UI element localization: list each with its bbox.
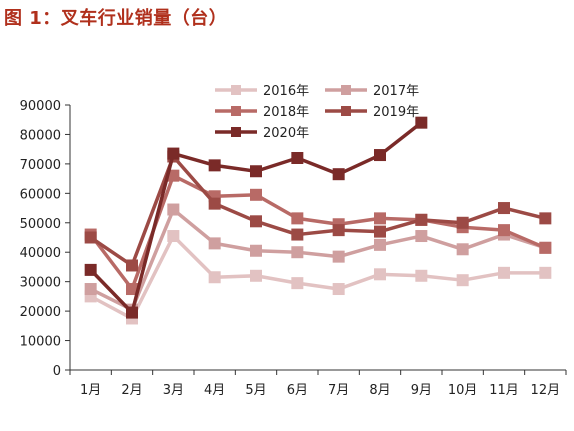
data-point xyxy=(498,224,510,237)
legend-label: 2020年 xyxy=(263,126,309,141)
legend-marker xyxy=(231,106,241,116)
data-point xyxy=(208,237,221,250)
x-tick-label: 9月 xyxy=(411,383,432,398)
data-point xyxy=(167,169,180,182)
y-tick-label: 20000 xyxy=(20,305,61,320)
legend-label: 2019年 xyxy=(373,105,419,120)
data-point xyxy=(415,213,428,226)
legend-marker xyxy=(341,106,351,116)
data-point xyxy=(167,203,180,216)
data-point xyxy=(332,250,345,263)
legend-label: 2016年 xyxy=(263,84,309,99)
series-layer xyxy=(84,116,552,325)
data-point xyxy=(374,268,386,281)
data-point xyxy=(126,259,138,272)
data-point xyxy=(415,269,428,282)
data-point xyxy=(250,269,262,282)
data-point xyxy=(415,116,428,129)
x-tick-label: 3月 xyxy=(163,383,184,398)
series-line xyxy=(89,173,547,291)
data-point xyxy=(498,266,510,279)
data-point xyxy=(456,243,469,256)
data-point xyxy=(84,263,97,276)
legend-item: 2018年 xyxy=(215,105,309,120)
legend-item: 2016年 xyxy=(215,84,309,99)
data-point xyxy=(539,241,552,254)
y-tick-label: 90000 xyxy=(20,99,61,114)
data-point xyxy=(498,202,510,215)
x-tick-label: 6月 xyxy=(287,383,308,398)
y-tick-label: 70000 xyxy=(20,158,61,173)
data-point xyxy=(374,238,386,251)
data-point xyxy=(250,188,262,201)
legend-label: 2018年 xyxy=(263,105,309,120)
legend: 2016年 2017年 2018年 2019年 2020年 xyxy=(215,84,419,141)
data-point xyxy=(291,246,304,259)
data-point xyxy=(291,152,304,164)
data-point xyxy=(167,147,180,160)
data-point xyxy=(539,212,552,225)
data-point xyxy=(374,212,386,225)
data-point xyxy=(208,271,221,284)
data-point xyxy=(250,244,262,257)
x-tick-label: 5月 xyxy=(245,383,266,398)
legend-marker xyxy=(231,85,241,95)
data-point xyxy=(250,215,262,228)
data-point xyxy=(374,225,386,238)
legend-item: 2019年 xyxy=(325,105,419,120)
data-point xyxy=(126,306,138,319)
x-tick-label: 1月 xyxy=(80,383,101,398)
x-tick-label: 4月 xyxy=(204,383,225,398)
data-point xyxy=(332,224,345,237)
data-point xyxy=(291,228,304,241)
legend-label: 2017年 xyxy=(373,84,419,99)
legend-marker xyxy=(341,85,351,95)
legend-item: 2017年 xyxy=(325,84,419,99)
y-tick-label: 60000 xyxy=(20,187,61,202)
data-point xyxy=(208,159,221,172)
data-point xyxy=(539,266,552,279)
series-line xyxy=(89,234,546,321)
data-point xyxy=(332,168,345,181)
data-point xyxy=(126,283,138,296)
data-point xyxy=(291,212,304,225)
x-axis: 1月 2月 3月 4月 5月 6月 7月 8月 9月 10月 11月 12月 xyxy=(69,369,567,398)
data-point xyxy=(332,283,345,296)
x-tick-label: 2月 xyxy=(121,383,142,398)
data-point xyxy=(84,283,97,296)
series-2020年 xyxy=(84,116,428,319)
y-tick-label: 40000 xyxy=(20,246,61,261)
data-point xyxy=(250,165,262,178)
x-tick-label: 7月 xyxy=(328,383,349,398)
data-point xyxy=(291,277,304,290)
data-point xyxy=(84,231,97,244)
x-tick-label: 12月 xyxy=(531,383,561,398)
x-tick-label: 10月 xyxy=(448,383,478,398)
y-tick-label: 30000 xyxy=(20,276,61,291)
legend-marker xyxy=(231,127,241,137)
series-line xyxy=(89,207,546,312)
data-point xyxy=(167,230,180,243)
y-tick-label: 10000 xyxy=(20,335,61,350)
series-2016年 xyxy=(84,230,552,325)
y-tick-label: 50000 xyxy=(20,217,61,232)
chart-title: 图 1：叉车行业销量（台） xyxy=(4,8,228,29)
data-point xyxy=(208,197,221,210)
y-axis: 0 10000 20000 30000 40000 50000 60000 70000 8000… xyxy=(20,99,71,379)
data-point xyxy=(415,230,428,243)
data-point xyxy=(374,149,386,162)
data-point xyxy=(456,216,469,229)
x-tick-label: 11月 xyxy=(489,383,519,398)
legend-item: 2020年 xyxy=(215,126,309,141)
y-tick-label: 80000 xyxy=(20,128,61,143)
data-point xyxy=(456,274,469,287)
x-tick-label: 8月 xyxy=(369,383,390,398)
y-tick-label: 0 xyxy=(53,364,61,379)
